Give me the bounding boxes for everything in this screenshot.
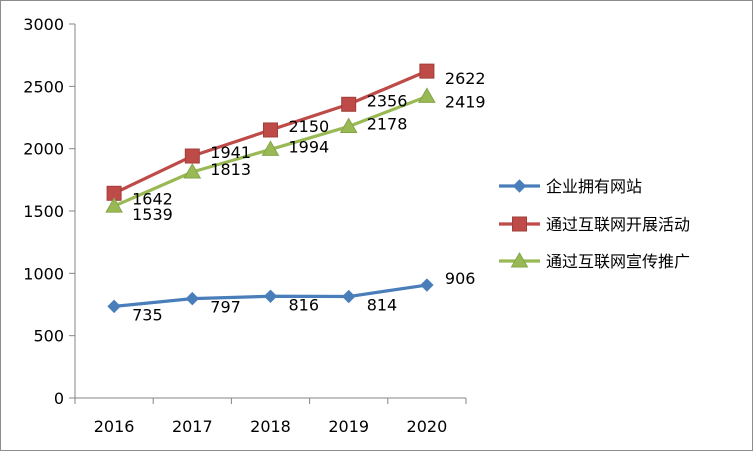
data-point-marker [185, 291, 200, 306]
data-label: 2150 [289, 117, 330, 136]
legend-marker [510, 251, 529, 268]
data-label: 735 [132, 305, 163, 324]
data-point-marker [418, 87, 436, 103]
data-point-marker [183, 162, 202, 179]
data-label: 1994 [289, 137, 330, 156]
legend-marker [512, 216, 527, 232]
data-point-marker [184, 148, 200, 164]
data-label: 2622 [445, 69, 486, 88]
data-labels: 735 797 816 814 906 1642 1941 2150 2356 2622 1539 1… [132, 69, 486, 324]
data-label: 797 [210, 298, 241, 317]
x-tick-label: 2019 [328, 417, 369, 436]
y-tick-label: 500 [33, 327, 64, 346]
y-tick-label: 2000 [23, 140, 64, 159]
data-label: 814 [367, 296, 398, 315]
data-label: 816 [289, 295, 320, 314]
data-point-marker [341, 96, 357, 112]
data-point-marker [263, 122, 278, 138]
data-point-marker [263, 289, 278, 303]
data-point-marker [341, 289, 356, 304]
data-point-marker [339, 117, 358, 133]
x-tick-label: 2016 [94, 417, 135, 436]
y-tick-label: 2500 [23, 77, 64, 96]
legend-label: 企业拥有网站 [546, 177, 642, 196]
axes: 0 500 1000 1500 2000 2500 3000 2016 2017 2018 2019… [23, 15, 467, 436]
data-label: 1941 [210, 143, 251, 162]
legend-label: 通过互联网宣传推广 [546, 252, 690, 271]
y-tick-label: 0 [54, 389, 64, 408]
x-tick-label: 2017 [172, 417, 213, 436]
data-label: 2419 [445, 92, 486, 111]
data-point-marker [105, 197, 123, 213]
series-markers [105, 63, 436, 314]
data-point-marker [261, 140, 280, 156]
y-tick-label: 1000 [23, 264, 64, 283]
data-label: 906 [445, 269, 476, 288]
data-label: 1642 [132, 189, 173, 208]
data-label: 1539 [132, 205, 173, 224]
x-tick-label: 2020 [407, 417, 448, 436]
y-tick-label: 3000 [23, 15, 64, 34]
data-label: 2178 [367, 114, 408, 133]
y-tick-label: 1500 [23, 202, 64, 221]
data-label: 1813 [210, 160, 251, 179]
data-label: 2356 [367, 91, 408, 110]
x-tick-label: 2018 [250, 417, 291, 436]
legend-label: 通过互联网开展活动 [546, 215, 690, 234]
legend-marker [512, 179, 527, 193]
data-point-marker [107, 299, 121, 314]
data-point-marker [420, 278, 434, 292]
data-point-marker [419, 63, 435, 79]
